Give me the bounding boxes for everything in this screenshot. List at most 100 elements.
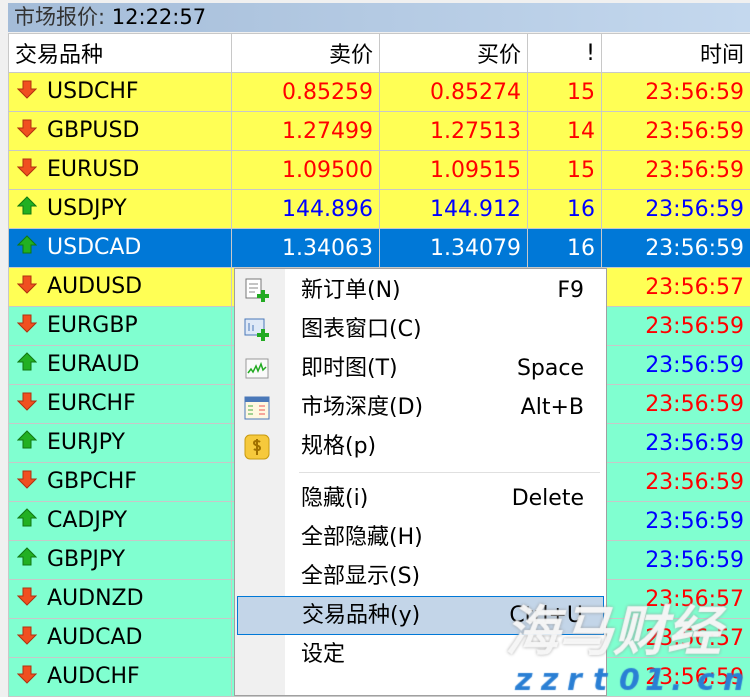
quote-time: 23:56:59 <box>602 112 750 151</box>
spread: 15 <box>528 73 602 112</box>
window-title-bar: 市场报价: 12:22:57 <box>8 3 750 32</box>
quote-time: 23:56:59 <box>602 463 750 502</box>
quote-time: 23:56:59 <box>602 190 750 229</box>
symbol-name: USDJPY <box>47 196 127 221</box>
bid-price: 0.85259 <box>232 73 380 112</box>
menu-item-shortcut: Alt+B <box>521 388 584 427</box>
col-time[interactable]: 时间 <box>602 34 750 73</box>
menu-item-label: 即时图(T) <box>301 349 398 388</box>
menu-item[interactable]: 全部显示(S) <box>237 557 604 596</box>
menu-item-label: 全部显示(S) <box>301 557 420 596</box>
menu-item[interactable]: 隐藏(i)Delete <box>237 479 604 518</box>
quote-time: 23:56:57 <box>602 619 750 658</box>
bid-price: 1.09500 <box>232 151 380 190</box>
symbol-name: CADJPY <box>47 508 127 533</box>
menu-separator <box>299 472 600 473</box>
menu-item[interactable]: 交易品种(y) Ctrl+U <box>237 596 604 635</box>
arrow-down-icon <box>17 274 37 300</box>
quote-time: 23:56:59 <box>602 346 750 385</box>
symbol-name: GBPCHF <box>47 469 137 494</box>
menu-item[interactable]: 全部隐藏(H) <box>237 518 604 557</box>
table-header: 交易品种 卖价 买价 ! 时间 <box>9 34 750 73</box>
menu-item-shortcut: Space <box>517 349 584 388</box>
symbol-name: GBPUSD <box>47 118 139 143</box>
bid-price: 1.27499 <box>232 112 380 151</box>
menu-item[interactable]: 即时图(T) Space <box>237 349 604 388</box>
symbol-name: AUDCHF <box>47 664 140 689</box>
quote-time: 23:56:59 <box>602 73 750 112</box>
new-order-icon <box>243 277 271 305</box>
arrow-up-icon <box>17 235 37 261</box>
menu-item-label: 规格(p) <box>301 427 376 466</box>
arrow-down-icon <box>17 625 37 651</box>
table-row[interactable]: EURUSD 1.09500 1.09515 15 23:56:59 <box>9 151 750 190</box>
tick-chart-icon <box>243 355 271 383</box>
arrow-down-icon <box>17 157 37 183</box>
menu-item[interactable]: 设定 <box>237 635 604 674</box>
ask-price: 144.912 <box>380 190 528 229</box>
bid-price: 144.896 <box>232 190 380 229</box>
context-menu: 新订单(N) F9 图表窗口(C)即时图(T) Space 市场深度(D) Alt+B 规格… <box>234 268 607 696</box>
menu-item[interactable]: 规格(p) <box>237 427 604 466</box>
menu-item[interactable]: 新订单(N) F9 <box>237 271 604 310</box>
chart-window-icon <box>243 316 271 344</box>
menu-item-shortcut: Ctrl+U <box>509 597 583 634</box>
menu-item[interactable]: 图表窗口(C) <box>237 310 604 349</box>
ask-price: 1.27513 <box>380 112 528 151</box>
col-ask[interactable]: 买价 <box>380 34 528 73</box>
quote-time: 23:56:57 <box>602 268 750 307</box>
symbol-name: EURUSD <box>47 157 139 182</box>
symbol-name: AUDUSD <box>47 274 142 299</box>
arrow-down-icon <box>17 469 37 495</box>
symbol-name: AUDNZD <box>47 586 144 611</box>
arrow-up-icon <box>17 196 37 222</box>
symbol-name: USDCAD <box>47 235 141 260</box>
quote-time: 23:56:59 <box>602 658 750 697</box>
arrow-up-icon <box>17 547 37 573</box>
quote-time: 23:56:59 <box>602 502 750 541</box>
spread: 16 <box>528 190 602 229</box>
arrow-down-icon <box>17 118 37 144</box>
arrow-down-icon <box>17 313 37 339</box>
col-symbol[interactable]: 交易品种 <box>9 34 232 73</box>
arrow-down-icon <box>17 664 37 690</box>
menu-item-label: 交易品种(y) <box>302 597 420 634</box>
quote-time: 23:56:59 <box>602 385 750 424</box>
table-row[interactable]: USDCHF 0.85259 0.85274 15 23:56:59 <box>9 73 750 112</box>
arrow-up-icon <box>17 508 37 534</box>
menu-item-label: 全部隐藏(H) <box>301 518 423 557</box>
col-bid[interactable]: 卖价 <box>232 34 380 73</box>
market-depth-icon <box>243 394 271 422</box>
symbol-name: EURGBP <box>47 313 138 338</box>
table-row[interactable]: GBPUSD 1.27499 1.27513 14 23:56:59 <box>9 112 750 151</box>
symbol-name: EURJPY <box>47 430 125 455</box>
spread: 14 <box>528 112 602 151</box>
arrow-down-icon <box>17 586 37 612</box>
ask-price: 1.34079 <box>380 229 528 268</box>
menu-item-label: 图表窗口(C) <box>301 310 422 349</box>
quote-time: 23:56:59 <box>602 229 750 268</box>
symbol-name: AUDCAD <box>47 625 142 650</box>
quote-time: 23:56:59 <box>602 151 750 190</box>
table-row[interactable]: USDJPY 144.896 144.912 16 23:56:59 <box>9 190 750 229</box>
symbol-name: USDCHF <box>47 79 139 104</box>
table-row[interactable]: USDCAD 1.34063 1.34079 16 23:56:59 <box>9 229 750 268</box>
spread: 15 <box>528 151 602 190</box>
dollar-icon <box>243 433 271 461</box>
spread: 16 <box>528 229 602 268</box>
menu-item[interactable]: 市场深度(D) Alt+B <box>237 388 604 427</box>
arrow-up-icon <box>17 352 37 378</box>
server-clock: 12:22:57 <box>112 5 206 29</box>
arrow-up-icon <box>17 430 37 456</box>
bid-price: 1.34063 <box>232 229 380 268</box>
menu-item-label: 设定 <box>301 635 345 674</box>
quote-time: 23:56:57 <box>602 580 750 619</box>
symbol-name: GBPJPY <box>47 547 125 572</box>
menu-item-label: 市场深度(D) <box>301 388 423 427</box>
arrow-down-icon <box>17 391 37 417</box>
arrow-down-icon <box>17 79 37 105</box>
col-spread[interactable]: ! <box>528 34 602 73</box>
menu-item-label: 新订单(N) <box>301 271 401 310</box>
symbol-name: EURCHF <box>47 391 136 416</box>
menu-item-shortcut: F9 <box>557 271 584 310</box>
